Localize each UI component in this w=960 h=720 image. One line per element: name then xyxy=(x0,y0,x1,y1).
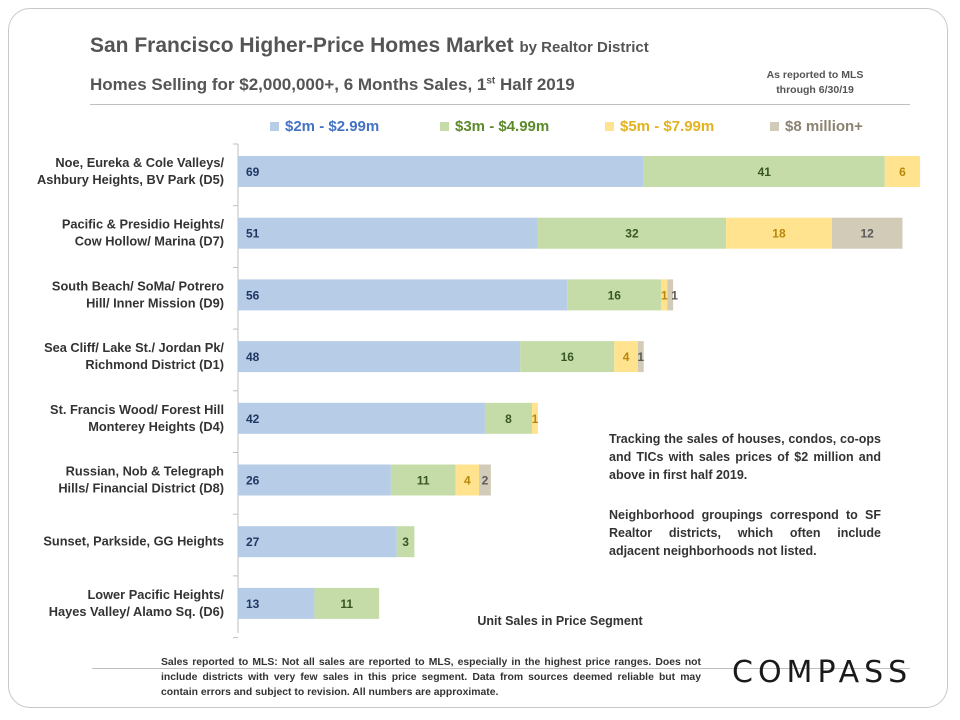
bar-segment xyxy=(238,402,485,434)
data-label: 3 xyxy=(402,535,409,549)
legend-item: $3m - $4.99m xyxy=(440,118,549,135)
data-label: 1 xyxy=(671,288,678,302)
legend-item: $2m - $2.99m xyxy=(270,118,379,135)
bar-segment xyxy=(238,587,315,619)
bar-segment xyxy=(726,217,832,249)
data-label: 16 xyxy=(561,350,575,364)
subtitle-superscript: st xyxy=(486,75,496,87)
compass-logo: COMPASS xyxy=(732,655,913,690)
legend-swatch xyxy=(270,122,279,131)
data-label: 27 xyxy=(246,535,260,549)
data-label: 1 xyxy=(661,288,668,302)
bar-segment xyxy=(484,402,532,434)
bar-segment xyxy=(567,279,662,311)
data-label: 4 xyxy=(623,350,630,364)
note-neighborhoods: Neighborhood groupings correspond to SF … xyxy=(609,508,881,558)
data-label: 1 xyxy=(532,412,539,426)
bar-segment xyxy=(537,217,727,249)
category-label: Noe, Eureka & Cole Valleys/Ashbury Heigh… xyxy=(37,155,224,187)
chart-title-text: San Francisco Higher-Price Homes Market xyxy=(90,34,514,57)
data-label: 8 xyxy=(505,412,512,426)
data-label: 26 xyxy=(246,474,260,488)
data-label: 4 xyxy=(464,474,471,488)
footer-divider xyxy=(92,668,910,669)
category-label: Sunset, Parkside, GG Heights xyxy=(43,534,224,549)
data-label: 32 xyxy=(625,227,639,241)
legend-label: $8 million+ xyxy=(785,118,863,135)
data-label: 18 xyxy=(772,227,786,241)
category-label: Sea Cliff/ Lake St./ Jordan Pk/Richmond … xyxy=(44,340,224,372)
data-label: 51 xyxy=(246,227,260,241)
bar-segment xyxy=(390,464,456,496)
legend-swatch xyxy=(605,122,614,131)
x-axis-label: Unit Sales in Price Segment xyxy=(477,614,643,628)
bar-segment xyxy=(455,464,480,496)
footer-disclaimer: Sales reported to MLS: Not all sales are… xyxy=(161,657,701,698)
category-label: South Beach/ SoMa/ Potrero Hill/ Inner Mi… xyxy=(52,278,224,310)
bar-segment xyxy=(532,402,538,434)
category-label: Russian, Nob & Telegraph Hills/ Financial… xyxy=(58,464,224,496)
legend-label: $2m - $2.99m xyxy=(285,118,380,135)
data-label: 11 xyxy=(340,597,353,611)
bar-segment xyxy=(238,279,568,311)
data-label: 42 xyxy=(246,412,260,426)
legend-swatch xyxy=(440,122,449,131)
bar-segment xyxy=(643,156,885,187)
bar-segment xyxy=(479,464,491,496)
bar-segment xyxy=(637,341,644,373)
header-divider xyxy=(90,104,910,105)
chart-card xyxy=(8,8,948,708)
bar-segment xyxy=(884,156,921,187)
bar-segment xyxy=(520,341,615,373)
data-label: 2 xyxy=(482,474,489,488)
data-label: 1 xyxy=(637,350,644,364)
bar-segment xyxy=(238,341,521,373)
subtitle-end: Half 2019 xyxy=(500,75,575,94)
source-note-line-2: through 6/30/19 xyxy=(776,84,854,96)
subtitle-main: Homes Selling for $2,000,000+, 6 Months … xyxy=(90,75,487,94)
bar-segment xyxy=(396,526,415,558)
note-tracking: Tracking the sales of houses, condos, co… xyxy=(609,432,881,482)
data-label: 41 xyxy=(758,165,772,179)
bar-segment xyxy=(614,341,638,373)
chart-subtitle: Homes Selling for $2,000,000+, 6 Months … xyxy=(90,75,575,95)
category-label: Pacific & Presidio Heights/Cow Hollow/ M… xyxy=(62,217,225,249)
data-label: 6 xyxy=(899,165,906,179)
bar-segment xyxy=(238,526,397,558)
bar-segment xyxy=(238,464,391,496)
legend-swatch xyxy=(770,122,779,131)
data-label: 48 xyxy=(246,350,260,364)
chart-title: San Francisco Higher-Price Homes Market … xyxy=(90,34,649,58)
data-label: 11 xyxy=(417,474,430,488)
category-label: St. Francis Wood/ Forest Hill Monterey He… xyxy=(50,402,224,434)
bar-segment xyxy=(831,217,903,249)
bar-segment xyxy=(314,587,380,619)
data-label: 13 xyxy=(246,597,260,611)
data-label: 56 xyxy=(246,288,260,302)
bar-segment xyxy=(667,279,674,311)
category-label: Lower Pacific Heights/Hayes Valley/ Alam… xyxy=(49,587,225,619)
source-note-line-1: As reported to MLS xyxy=(766,69,864,81)
data-label: 12 xyxy=(860,227,874,241)
legend-label: $5m - $7.99m xyxy=(620,118,715,135)
data-label: 16 xyxy=(608,288,622,302)
source-note: As reported to MLS through 6/30/19 xyxy=(740,68,890,98)
bar-segment xyxy=(661,279,668,311)
bar-segment xyxy=(238,156,644,187)
bar-segment xyxy=(238,217,538,249)
data-label: 69 xyxy=(246,165,260,179)
legend-label: $3m - $4.99m xyxy=(455,118,550,135)
legend-item: $5m - $7.99m xyxy=(605,118,714,135)
chart-title-suffix: by Realtor District xyxy=(519,39,649,56)
legend-item: $8 million+ xyxy=(770,118,863,135)
